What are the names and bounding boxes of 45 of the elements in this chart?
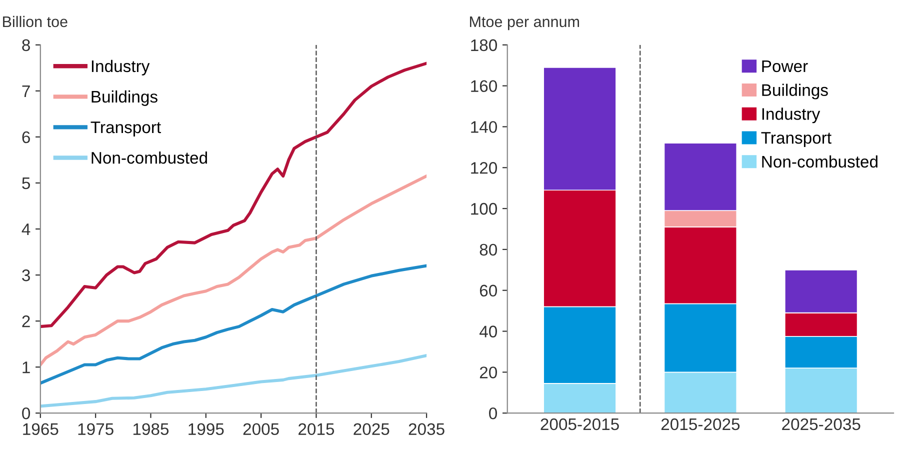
y-tick-label: 180: [471, 39, 497, 52]
y-axis-title: Mtoe per annum: [470, 16, 579, 30]
y-tick-label: 160: [471, 80, 497, 92]
y-tick-label: 120: [471, 162, 497, 174]
x-tick-label: 2035: [408, 423, 444, 436]
legend-label: Power: [762, 60, 808, 72]
x-tick-label: 2015-2025: [661, 418, 740, 430]
x-tick-label: 2005-2015: [540, 418, 619, 430]
y-tick-label: 140: [471, 121, 497, 133]
legend-label: Transport: [761, 132, 832, 148]
x-tick-label: 2025: [354, 423, 390, 436]
legend-label: Buildings: [92, 90, 158, 106]
x-tick-label: 1965: [23, 423, 58, 436]
y-tick-label: 0: [22, 407, 30, 420]
legend-label: Buildings: [762, 84, 828, 100]
y-tick-label: 20: [480, 366, 497, 378]
y-tick-label: 80: [480, 244, 497, 256]
x-tick-label: 2025-2035: [782, 418, 860, 430]
line-series: [40, 174, 427, 366]
y-tick-label: 5: [22, 178, 30, 190]
line-series: [40, 354, 427, 408]
legend-label: Non-combusted: [762, 155, 878, 168]
line-series: [40, 62, 427, 328]
y-tick-label: 4: [22, 224, 30, 236]
y-tick-label: 7: [22, 85, 30, 97]
legend-label: Non-combusted: [92, 152, 207, 164]
y-tick-label: 1: [22, 362, 30, 374]
x-tick-label: 2015: [298, 423, 334, 436]
y-tick-label: 8: [22, 39, 30, 52]
line-series: [40, 264, 427, 385]
y-tick-label: 0: [489, 407, 497, 420]
x-tick-label: 1995: [188, 423, 224, 436]
y-tick-label: 6: [22, 131, 30, 144]
y-tick-label: 60: [480, 284, 497, 297]
y-axis-title: Billion toe: [3, 16, 68, 28]
y-tick-label: 2: [22, 315, 30, 328]
legend-label: Industry: [762, 108, 820, 124]
x-tick-label: 1975: [78, 423, 114, 436]
y-tick-label: 100: [471, 202, 497, 215]
legend-label: Transport: [90, 122, 161, 137]
x-tick-label: 2005: [243, 423, 279, 436]
y-tick-label: 40: [479, 326, 497, 338]
legend-label: Industry: [92, 60, 150, 76]
x-tick-label: 1985: [133, 423, 169, 436]
y-tick-label: 3: [22, 269, 30, 282]
